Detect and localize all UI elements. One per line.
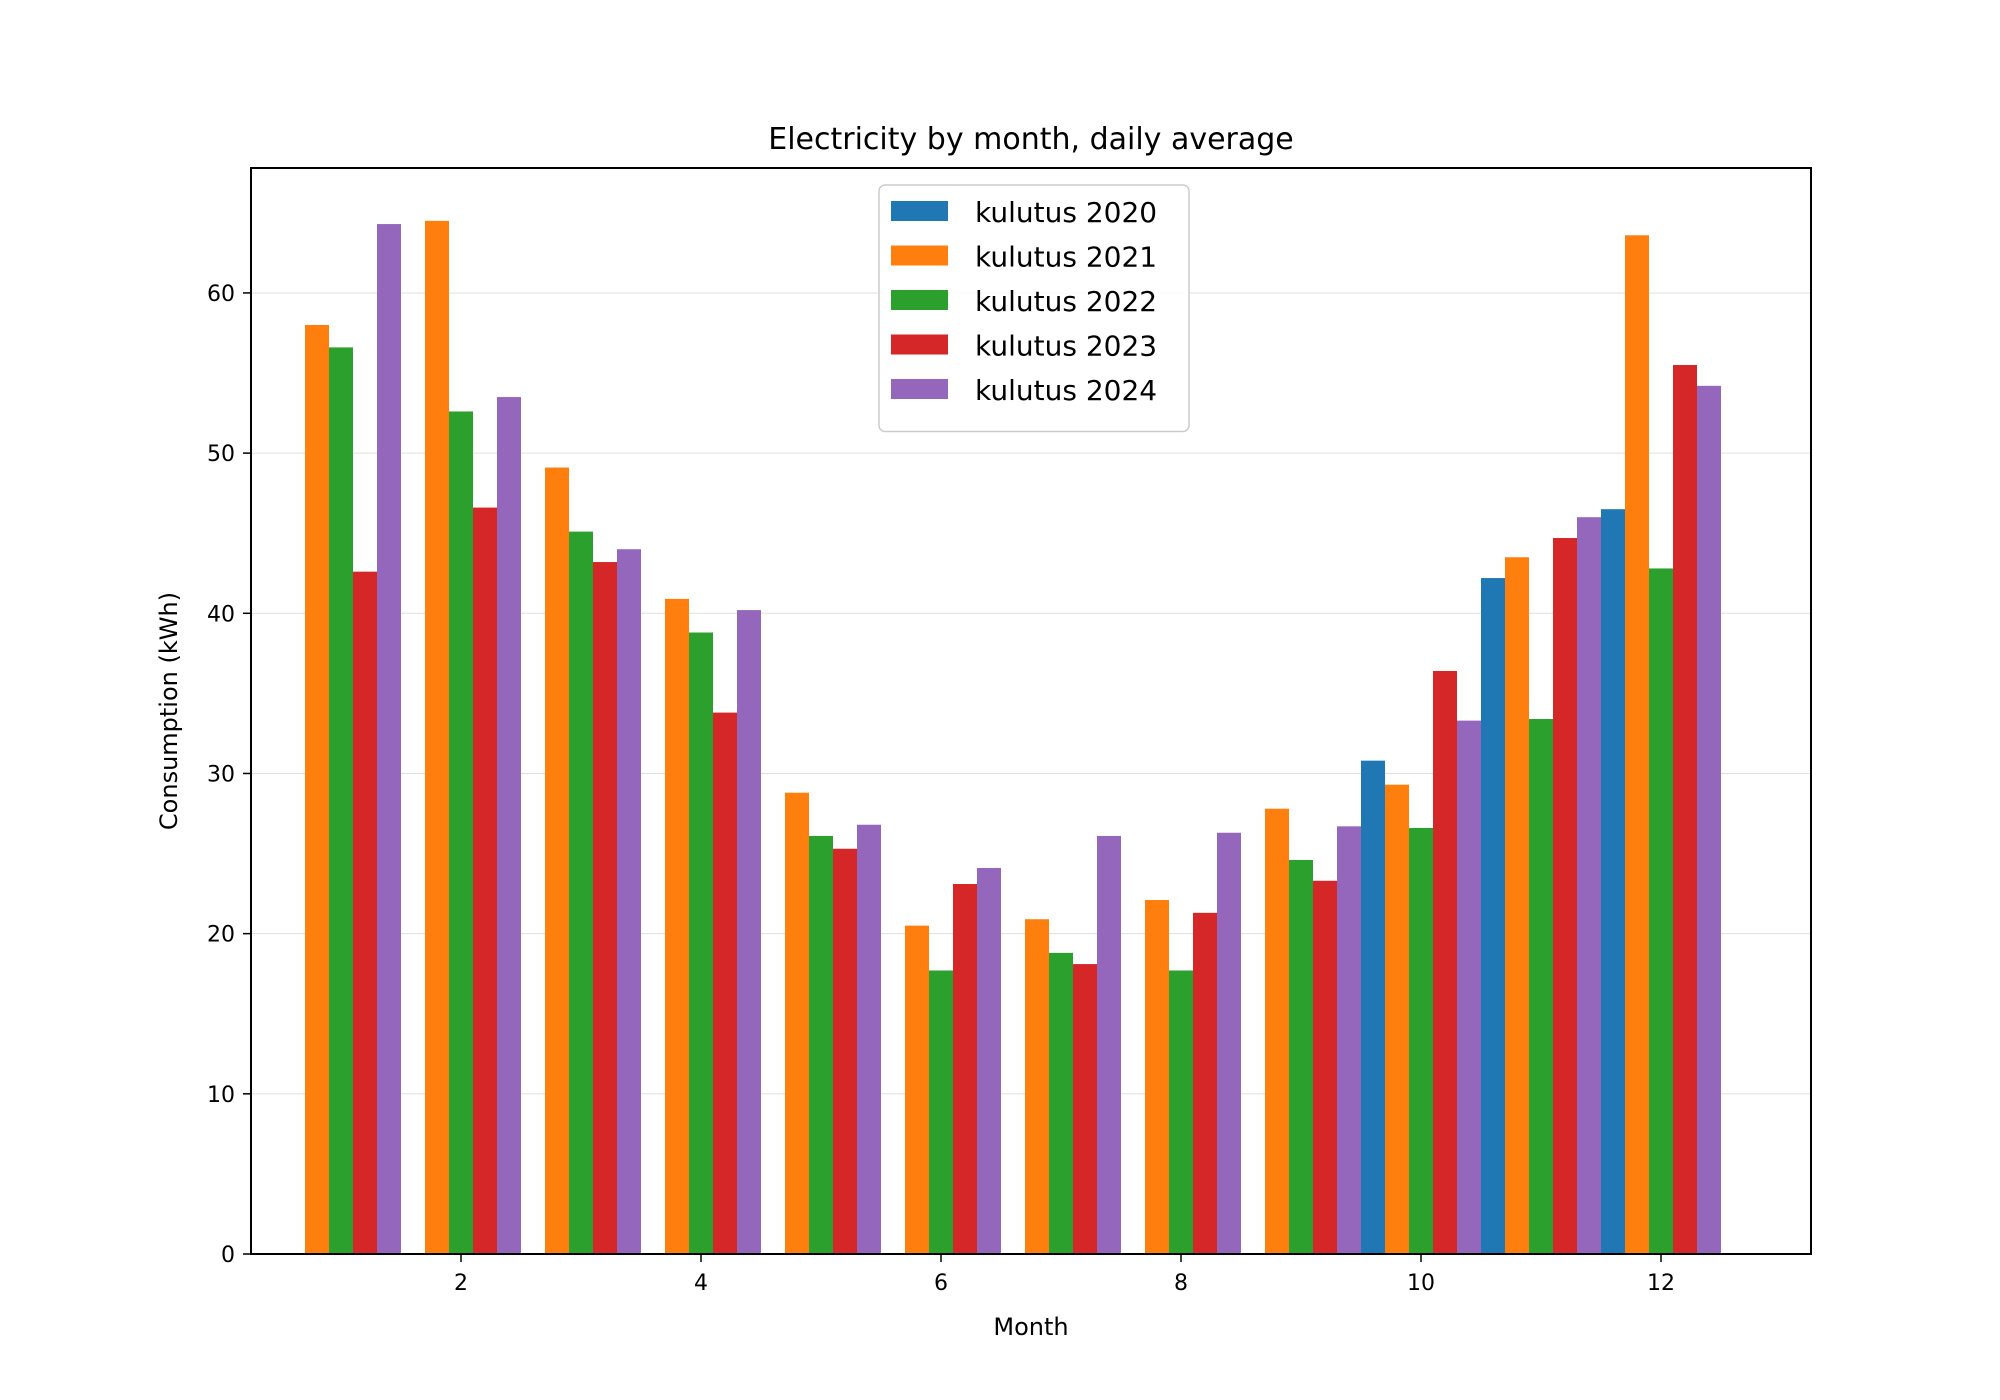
bar xyxy=(929,970,953,1254)
bar xyxy=(737,610,761,1254)
bar xyxy=(497,397,521,1254)
legend-label: kulutus 2022 xyxy=(975,285,1157,318)
bar xyxy=(1553,538,1577,1254)
bar xyxy=(473,507,497,1255)
bar xyxy=(1409,827,1433,1254)
bar xyxy=(1289,859,1313,1254)
bar xyxy=(1625,235,1649,1254)
bars xyxy=(305,220,1721,1255)
bar xyxy=(329,347,353,1255)
x-tick-label: 4 xyxy=(694,1271,708,1296)
bar xyxy=(833,848,857,1254)
x-axis-ticks: 2 4 6 8 10 12 xyxy=(454,1254,1675,1296)
bar xyxy=(1217,832,1241,1254)
bar xyxy=(1481,578,1505,1254)
bar xyxy=(569,531,593,1254)
bar xyxy=(713,712,737,1254)
bar xyxy=(1025,919,1049,1254)
y-tick-label: 20 xyxy=(207,923,235,948)
y-tick-label: 60 xyxy=(207,282,235,307)
bar xyxy=(905,925,929,1254)
bar xyxy=(1049,952,1073,1254)
bar xyxy=(1577,517,1601,1254)
legend: kulutus 2020 kulutus 2021 kulutus 2022 kulu… xyxy=(878,184,1190,433)
legend-swatch xyxy=(891,290,948,310)
legend-label: kulutus 2023 xyxy=(975,330,1157,363)
bar xyxy=(665,598,689,1254)
y-tick-label: 30 xyxy=(207,762,235,787)
y-tick-label: 10 xyxy=(207,1083,235,1108)
bar xyxy=(1169,970,1193,1254)
bar xyxy=(977,867,1001,1254)
chart-title: Electricity by month, daily average xyxy=(768,122,1294,157)
bar xyxy=(1145,900,1169,1254)
bar xyxy=(1073,964,1097,1254)
y-tick-label: 50 xyxy=(207,442,235,467)
x-tick-label: 12 xyxy=(1647,1271,1675,1296)
legend-box xyxy=(878,184,1190,433)
x-axis-label: Month xyxy=(993,1313,1068,1341)
legend-swatch xyxy=(891,334,948,355)
bar xyxy=(593,562,617,1254)
x-tick-label: 6 xyxy=(934,1271,948,1296)
legend-swatch xyxy=(891,245,948,266)
bar xyxy=(1601,509,1625,1254)
bar xyxy=(1097,835,1121,1254)
bar xyxy=(809,835,833,1254)
bar xyxy=(1649,568,1673,1254)
y-tick-label: 40 xyxy=(207,602,235,627)
legend-label: kulutus 2024 xyxy=(975,374,1157,407)
legend-label: kulutus 2020 xyxy=(975,196,1157,229)
legend-swatch xyxy=(891,201,948,221)
bar xyxy=(1433,670,1457,1254)
bar xyxy=(1457,720,1481,1254)
bar xyxy=(1697,385,1721,1254)
bar xyxy=(953,883,977,1254)
bar xyxy=(305,324,329,1254)
plot-frame xyxy=(250,167,1812,1255)
bar xyxy=(1313,880,1337,1254)
bar xyxy=(1385,784,1409,1254)
bar xyxy=(1265,808,1289,1254)
bar xyxy=(545,467,569,1254)
x-tick-label: 2 xyxy=(454,1271,468,1296)
legend-label: kulutus 2021 xyxy=(975,241,1157,274)
x-tick-label: 8 xyxy=(1174,1271,1188,1296)
bar xyxy=(689,632,713,1254)
legend-swatch xyxy=(891,379,948,399)
bar xyxy=(617,549,641,1254)
bar xyxy=(1673,365,1697,1254)
bar xyxy=(785,792,809,1254)
bar xyxy=(353,571,377,1254)
bar xyxy=(1529,719,1553,1254)
bar xyxy=(425,220,449,1255)
y-axis-label: Consumption (kWh) xyxy=(155,592,183,830)
y-tick-label: 0 xyxy=(221,1243,235,1268)
bar xyxy=(1337,826,1361,1254)
bar xyxy=(857,824,881,1254)
x-tick-label: 10 xyxy=(1407,1271,1435,1296)
y-axis-ticks: 0 10 20 30 40 50 60 xyxy=(207,282,251,1268)
bar xyxy=(449,411,473,1255)
bar xyxy=(1193,912,1217,1254)
bar xyxy=(1361,760,1385,1254)
bar xyxy=(377,224,401,1254)
bar xyxy=(1505,557,1529,1254)
